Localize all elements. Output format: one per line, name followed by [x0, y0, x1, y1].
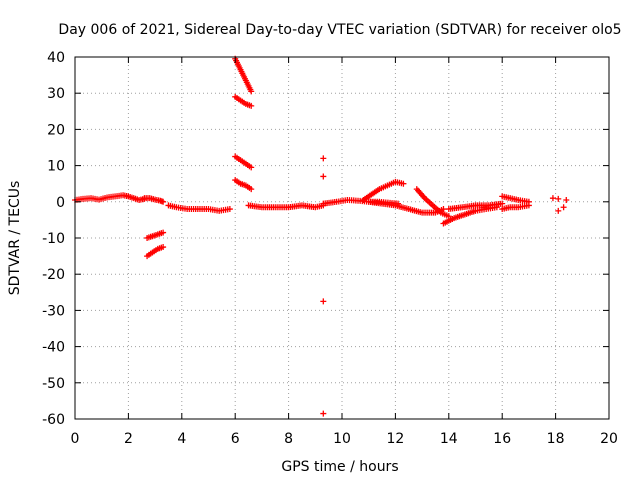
x-tick-label: 2 [124, 431, 133, 447]
x-tick-label: 4 [177, 431, 186, 447]
series-dropout-upper [144, 229, 167, 241]
series-band-16-17-low [499, 202, 532, 213]
series-dip-11-13-8 [365, 198, 447, 216]
y-tick-label: -10 [42, 231, 65, 247]
data-point [160, 244, 167, 251]
data-point [400, 180, 407, 187]
data-point [560, 204, 567, 211]
data-point [499, 200, 506, 207]
series-band-14-16 [445, 200, 506, 213]
y-tick-label: -50 [42, 376, 65, 392]
x-tick-label: 18 [547, 431, 565, 447]
series-spike-29 [232, 93, 255, 109]
y-tick-label: -30 [42, 303, 65, 319]
data-point [320, 410, 327, 417]
data-point [226, 206, 233, 213]
y-tick-label: 10 [47, 159, 65, 175]
y-tick-label: -40 [42, 340, 65, 356]
series-main-band-6-5-9-5 [245, 202, 327, 211]
data-point [248, 186, 255, 193]
data-point [320, 155, 327, 162]
data-point [320, 298, 327, 305]
data-point [555, 207, 562, 214]
data-points-layer [72, 55, 570, 417]
data-point [160, 198, 167, 205]
data-point [563, 196, 570, 203]
x-tick-label: 12 [386, 431, 404, 447]
x-tick-label: 0 [71, 431, 80, 447]
series-main-band-3-5-6 [165, 202, 233, 214]
series-bump-10-8-12-3 [360, 178, 407, 203]
series-main-band-2-6-3-3 [141, 195, 167, 205]
data-point [525, 202, 532, 209]
chart-title: Day 006 of 2021, Sidereal Day-to-day VTE… [58, 22, 621, 38]
x-tick-label: 10 [333, 431, 351, 447]
series-spike-6 [232, 177, 255, 193]
series-band-16-17 [499, 193, 532, 205]
x-tick-label: 14 [440, 431, 458, 447]
y-tick-label: -60 [42, 412, 65, 428]
x-axis-label: GPS time / hours [281, 459, 398, 475]
y-tick-label: 30 [47, 86, 65, 102]
data-point [440, 206, 447, 213]
data-point [320, 173, 327, 180]
series-isolated [320, 155, 570, 417]
y-axis-label: SDTVAR / TECUs [7, 181, 23, 296]
series-dropout-lower [144, 244, 167, 260]
data-point [248, 164, 255, 171]
x-tick-label: 6 [231, 431, 240, 447]
data-point [549, 195, 556, 202]
series-curve-12-8-14 [413, 186, 452, 220]
grid-layer [75, 57, 609, 419]
data-point [555, 195, 562, 202]
data-point [160, 229, 167, 236]
x-tick-label: 8 [284, 431, 293, 447]
data-point [248, 102, 255, 109]
x-tick-label: 16 [493, 431, 511, 447]
x-tick-label: 20 [600, 431, 618, 447]
data-point [248, 88, 255, 95]
y-tick-label: 20 [47, 122, 65, 138]
y-tick-label: 0 [56, 195, 65, 211]
y-tick-label: 40 [47, 50, 65, 66]
y-tick-label: -20 [42, 267, 65, 283]
series-spike-12 [232, 153, 255, 171]
series-main-band-early [72, 192, 148, 203]
ticks-layer: 0 2 4 6 8 10 12 14 16 18 20 -60 -50 -40 -30 -20 -10 0 10 20… [42, 50, 618, 447]
